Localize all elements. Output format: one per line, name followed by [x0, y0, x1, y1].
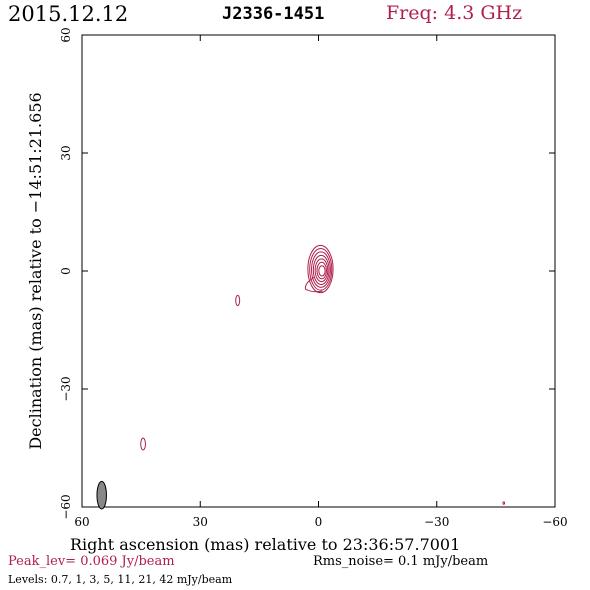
- observation-date: 2015.12.12: [8, 2, 129, 26]
- core-contour-lobe: [304, 276, 323, 293]
- y-tick-label: −30: [59, 376, 73, 401]
- component-contour: [140, 437, 146, 451]
- core-contour: [307, 244, 334, 294]
- source-name: J2336-1451: [222, 4, 325, 24]
- axis-ticks: 60 30 0 −30 −60 −60 −30 0 30 60: [59, 27, 568, 529]
- y-tick-label: 60: [59, 27, 73, 42]
- core-contour: [314, 258, 329, 283]
- y-axis-label: Declination (mas) relative to −14:51:21.…: [26, 92, 45, 449]
- core-contour: [312, 254, 330, 285]
- x-tick-label: 30: [193, 515, 208, 529]
- component-contour: [502, 501, 506, 505]
- peak-level: Peak_lev= 0.069 Jy/beam: [8, 554, 175, 569]
- contour-marks: [96, 244, 506, 510]
- core-contour: [309, 247, 333, 291]
- x-axis-label: Right ascension (mas) relative to 23:36:…: [70, 535, 461, 554]
- y-tick-label: 0: [59, 267, 73, 275]
- core-contour: [311, 251, 331, 288]
- frequency-label: Freq: 4.3 GHz: [386, 2, 523, 24]
- x-tick-label: 0: [315, 515, 323, 529]
- core-contour: [316, 261, 327, 280]
- y-tick-label: −60: [59, 494, 73, 519]
- y-tick-label: 30: [59, 145, 73, 160]
- contour-levels: Levels: 0.7, 1, 3, 5, 11, 21, 42 mJy/bea…: [8, 573, 233, 586]
- core-contour: [318, 265, 326, 277]
- x-tick-label: 60: [74, 515, 89, 529]
- x-tick-label: −30: [424, 515, 449, 529]
- beam-ellipse: [96, 480, 107, 510]
- x-tick-label: −60: [542, 515, 567, 529]
- component-contour: [235, 294, 241, 307]
- rms-noise: Rms_noise= 0.1 mJy/beam: [313, 554, 489, 569]
